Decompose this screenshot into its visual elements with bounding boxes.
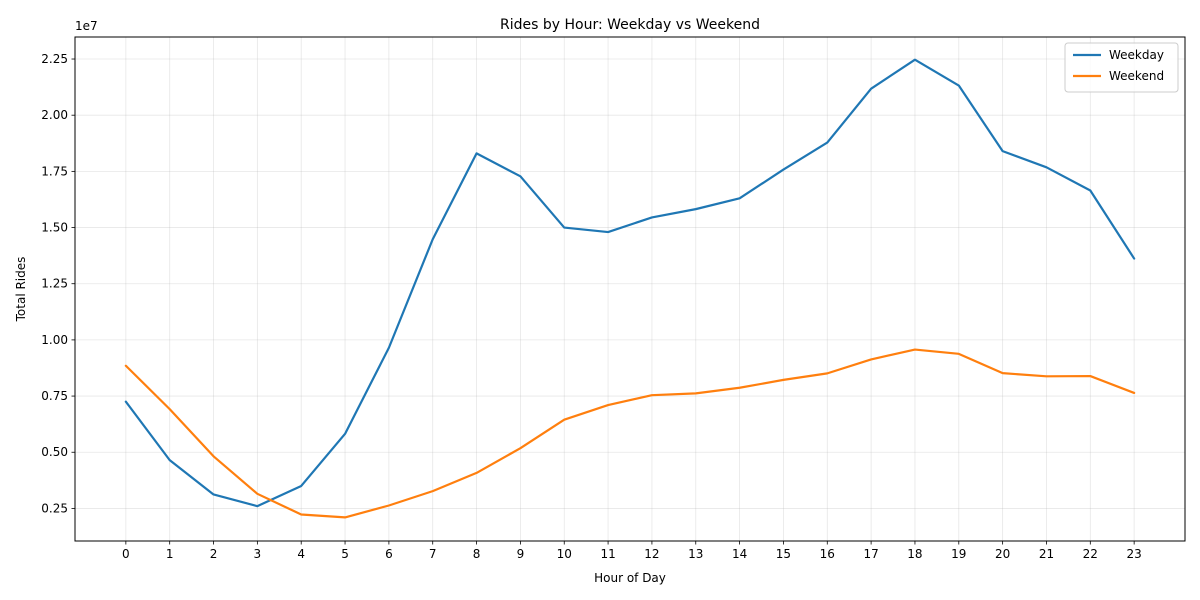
x-tick-label: 20 <box>995 547 1010 561</box>
y-tick-label: 1.00 <box>41 333 68 347</box>
x-tick-label: 2 <box>210 547 218 561</box>
x-tick-label: 15 <box>776 547 791 561</box>
plot-frame <box>74 36 1186 542</box>
series-line-weekend <box>124 348 1136 519</box>
y-axis-offset-label: 1e7 <box>75 19 98 33</box>
x-tick-label: 7 <box>429 547 437 561</box>
series-lines <box>124 58 1136 519</box>
grid <box>75 37 1185 541</box>
x-tick-label: 0 <box>122 547 130 561</box>
y-axis-label: Total Rides <box>14 257 28 323</box>
chart-title: Rides by Hour: Weekday vs Weekend <box>500 17 760 33</box>
x-tick-label: 9 <box>517 547 525 561</box>
y-tick-label: 2.00 <box>41 108 68 122</box>
x-tick-label: 16 <box>820 547 835 561</box>
x-tick-label: 11 <box>600 547 615 561</box>
legend: Weekday Weekend <box>1064 42 1179 93</box>
x-tick-label: 10 <box>557 547 572 561</box>
legend-label-weekend: Weekend <box>1109 69 1164 83</box>
x-tick-label: 3 <box>254 547 262 561</box>
y-tick-label: 1.25 <box>41 277 68 291</box>
x-axis-ticks: 0 1 2 3 4 5 6 7 8 9 10 11 12 13 14 15 16 17 18 19 20 21 22 23 <box>122 541 1142 561</box>
y-axis-ticks: 0.25 0.50 0.75 1.00 1.25 1.50 1.75 2.00 2.25 <box>41 52 75 515</box>
x-tick-label: 18 <box>907 547 922 561</box>
x-tick-label: 5 <box>341 547 349 561</box>
y-tick-label: 0.25 <box>41 501 68 515</box>
x-tick-label: 12 <box>644 547 659 561</box>
series-line-weekday <box>124 58 1136 508</box>
y-tick-label: 1.50 <box>41 221 68 235</box>
y-tick-label: 2.25 <box>41 52 68 66</box>
x-tick-label: 4 <box>297 547 305 561</box>
x-tick-label: 19 <box>951 547 966 561</box>
x-tick-label: 23 <box>1127 547 1142 561</box>
legend-label-weekday: Weekday <box>1109 48 1164 62</box>
y-tick-label: 0.75 <box>41 389 68 403</box>
x-tick-label: 21 <box>1039 547 1054 561</box>
x-tick-label: 14 <box>732 547 747 561</box>
x-tick-label: 22 <box>1083 547 1098 561</box>
y-tick-label: 0.50 <box>41 445 68 459</box>
x-tick-label: 8 <box>473 547 481 561</box>
x-tick-label: 17 <box>863 547 878 561</box>
x-tick-label: 6 <box>385 547 393 561</box>
x-tick-label: 1 <box>166 547 174 561</box>
x-axis-label: Hour of Day <box>594 571 666 585</box>
y-tick-label: 1.75 <box>41 164 68 178</box>
x-tick-label: 13 <box>688 547 703 561</box>
